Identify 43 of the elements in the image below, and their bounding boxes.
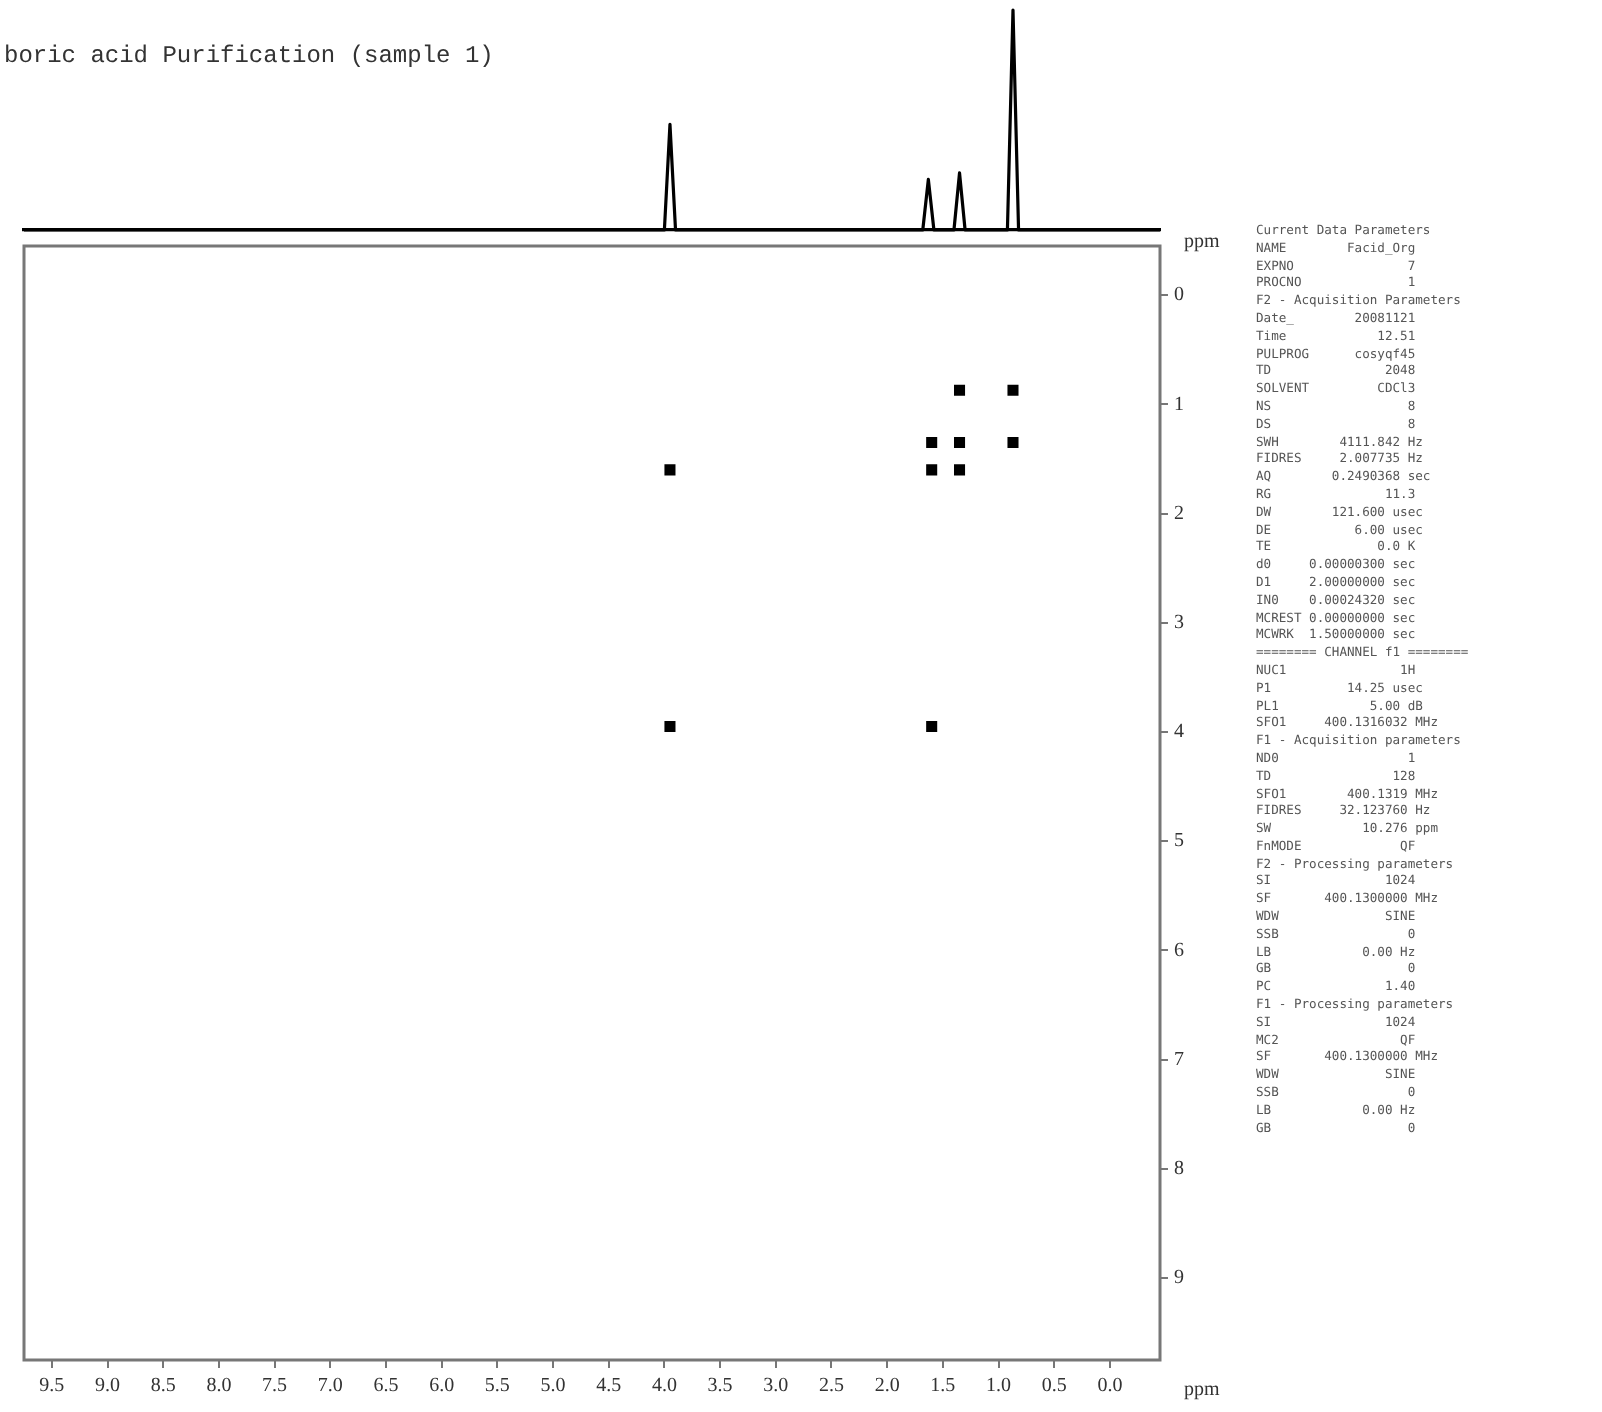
- point: [1007, 437, 1019, 449]
- x-tick-label: 6.5: [373, 1375, 399, 1398]
- text: boric acid Purification (sample 1): [4, 42, 494, 71]
- point: [926, 721, 938, 733]
- point: [954, 464, 966, 476]
- y-tick-label: 4: [1174, 721, 1184, 744]
- x-tick-label: 4.5: [596, 1375, 622, 1398]
- x-tick-label: 5.5: [484, 1375, 510, 1398]
- y-tick-label: 3: [1174, 612, 1184, 635]
- y-tick-label: 6: [1174, 939, 1184, 962]
- x-tick-label: 0.5: [1041, 1375, 1067, 1398]
- point: [926, 437, 938, 449]
- x-tick-label: 8.5: [150, 1375, 176, 1398]
- x-tick-label: 4.0: [651, 1375, 677, 1398]
- point: [664, 464, 676, 476]
- point: [926, 464, 938, 476]
- x-tick-label: 8.0: [206, 1375, 232, 1398]
- point: [664, 721, 676, 733]
- x-tick-label: 1.5: [930, 1375, 956, 1398]
- y-tick-label: 5: [1174, 830, 1184, 853]
- x-tick-label: 9.5: [39, 1375, 65, 1398]
- x-tick-label: 2.0: [874, 1375, 900, 1398]
- x-tick-label: 3.0: [763, 1375, 789, 1398]
- x-tick-label: 1.0: [986, 1375, 1012, 1398]
- x-tick-label: 2.5: [818, 1375, 844, 1398]
- y-tick-label: 1: [1174, 393, 1184, 416]
- y-tick-label: 7: [1174, 1048, 1184, 1071]
- x-tick-label: 7.5: [262, 1375, 288, 1398]
- x-tick-label: 0.0: [1097, 1375, 1123, 1398]
- x-tick-label: 9.0: [95, 1375, 121, 1398]
- point: [954, 384, 966, 396]
- point: [954, 437, 966, 449]
- y-tick-label: 9: [1174, 1267, 1184, 1290]
- x-tick-label: 3.5: [707, 1375, 733, 1398]
- x-tick-label: 6.0: [429, 1375, 455, 1398]
- y-tick-label: 2: [1174, 502, 1184, 525]
- x-tick-label: 5.0: [540, 1375, 566, 1398]
- x-axis-title: ppm: [1184, 1379, 1220, 1402]
- y-tick-label: 8: [1174, 1158, 1184, 1181]
- y-tick-label: 0: [1174, 284, 1184, 307]
- y-axis-title: ppm: [1184, 231, 1220, 254]
- x-tick-label: 7.0: [317, 1375, 343, 1398]
- point: [1007, 384, 1019, 396]
